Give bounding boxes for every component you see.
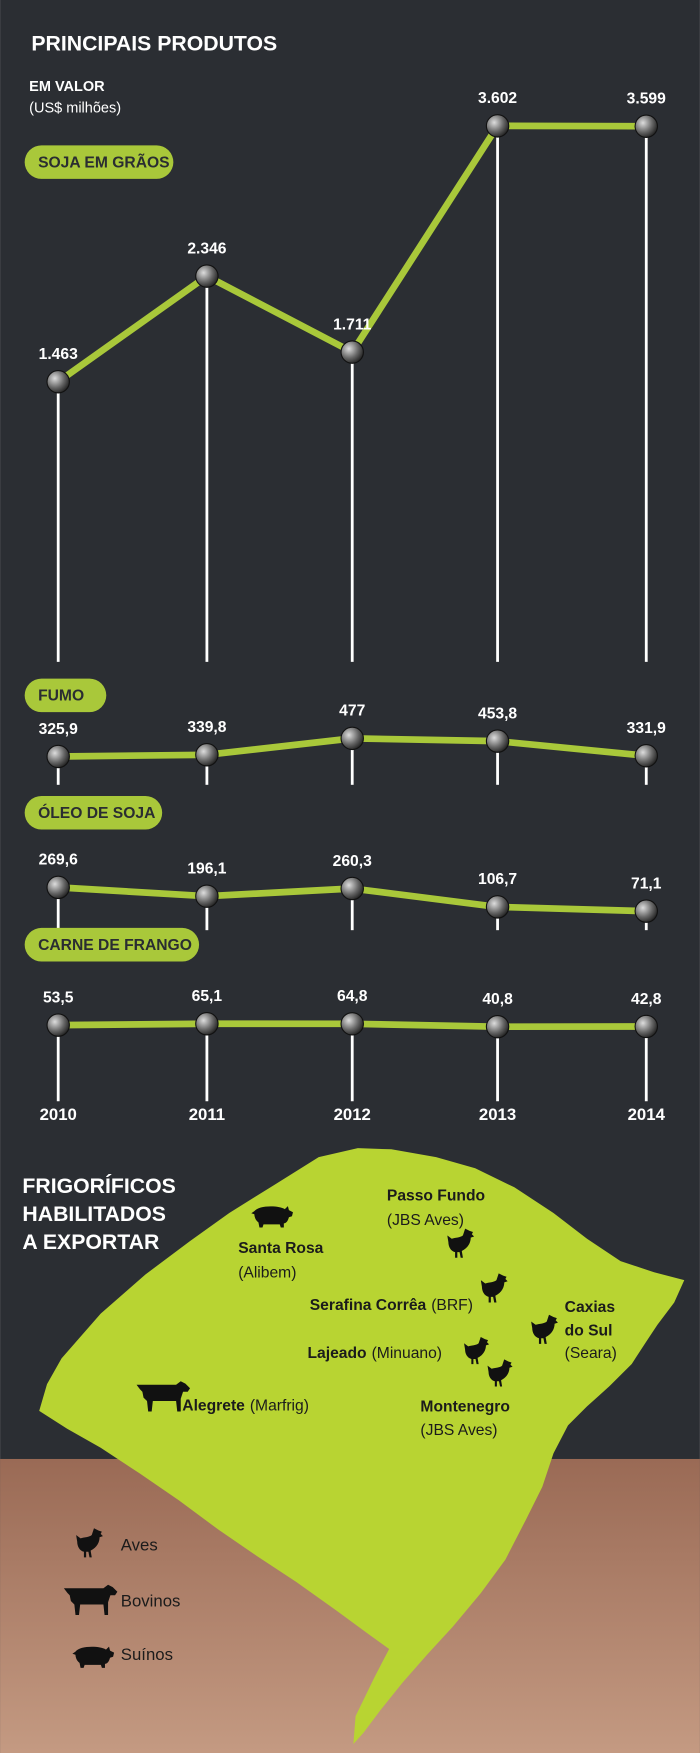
subtitle: EM VALOR (29, 79, 105, 95)
series-label: SOJA EM GRÃOS (38, 151, 170, 171)
city-name: Alegrete (182, 1398, 245, 1415)
value-label: 453,8 (478, 705, 517, 722)
x-tick-label: 2010 (40, 1105, 77, 1124)
map-title: FRIGORÍFICOS HABILITADOS A EXPORTAR (22, 1173, 175, 1254)
series-pill (24, 927, 200, 962)
value-label: 269,6 (39, 852, 78, 869)
legend-label: Suínos (121, 1645, 173, 1664)
point (485, 895, 510, 919)
series-label: ÓLEO DE SOJA (38, 803, 155, 822)
value-label: 2.346 (187, 240, 226, 257)
line-charts: SOJA EM GRÃOS 1.463 2.346 1.711 3.602 3.599 FU… (24, 90, 666, 1124)
unit: (US$ milhões) (29, 100, 121, 116)
city-name: Montenegro (420, 1399, 509, 1416)
city-label: Lajeado (Minuano) (308, 1343, 443, 1363)
point (485, 1014, 510, 1039)
x-tick-label: 2013 (479, 1105, 516, 1124)
city-name: Serafina Corrêa (310, 1297, 427, 1314)
city-company: (JBS Aves) (420, 1422, 497, 1439)
map-title-line: FRIGORÍFICOS (22, 1173, 175, 1198)
value-label: 196,1 (187, 861, 226, 878)
point (46, 1013, 70, 1037)
value-label: 71,1 (631, 875, 662, 892)
point (634, 899, 659, 923)
point (485, 114, 510, 138)
x-tick-label: 2011 (189, 1105, 225, 1124)
point (46, 875, 70, 900)
point (340, 876, 364, 901)
series-pill (24, 796, 163, 830)
point (634, 114, 659, 138)
city-label: Serafina Corrêa (BRF) (310, 1295, 473, 1315)
city-company: (BRF) (431, 1297, 473, 1314)
series-label: FUMO (38, 688, 84, 705)
city-name: Passo Fundo (387, 1187, 485, 1204)
point (634, 744, 659, 768)
value-label: 3.599 (627, 91, 666, 108)
city-name: Lajeado (308, 1345, 367, 1362)
map-title-line: A EXPORTAR (22, 1230, 159, 1254)
value-label: 65,1 (192, 988, 223, 1005)
city-name: Caxias (565, 1299, 616, 1316)
series-label: CARNE DE FRANGO (38, 937, 192, 954)
x-tick-label: 2014 (628, 1105, 666, 1124)
map-title-line: HABILITADOS (22, 1202, 166, 1226)
point (195, 884, 219, 908)
city-company: (Alibem) (238, 1265, 296, 1282)
value-label: 3.602 (478, 90, 517, 107)
city-name: do Sul (565, 1323, 613, 1340)
point (340, 726, 364, 751)
value-label: 1.463 (39, 346, 78, 363)
series-pill (24, 678, 107, 713)
value-label: 1.711 (333, 316, 372, 333)
point (195, 1012, 219, 1036)
city-name: Santa Rosa (238, 1240, 323, 1257)
value-label: 477 (339, 703, 365, 720)
chart-title: PRINCIPAIS PRODUTOS (31, 31, 277, 55)
series-pill (24, 145, 174, 179)
legend-label: Bovinos (121, 1591, 181, 1610)
point (634, 1014, 659, 1039)
value-label: 331,9 (627, 720, 666, 737)
point (340, 340, 364, 364)
value-label: 260,3 (333, 853, 372, 870)
value-label: 106,7 (478, 871, 517, 888)
city-company: (JBS Aves) (387, 1212, 464, 1229)
map-rs (39, 1148, 685, 1745)
value-label: 325,9 (39, 721, 78, 738)
city-company: (Marfrig) (250, 1398, 309, 1415)
city-company: (Seara) (565, 1345, 617, 1362)
city-company: (Minuano) (372, 1345, 442, 1362)
legend: Aves Bovinos Suínos (63, 1528, 181, 1668)
value-label: 40,8 (482, 991, 513, 1008)
x-tick-label: 2012 (334, 1105, 371, 1124)
point (46, 744, 70, 769)
value-label: 64,8 (337, 988, 368, 1005)
point (340, 1012, 364, 1036)
point (485, 729, 510, 753)
value-label: 42,8 (631, 991, 662, 1008)
value-label: 53,5 (43, 989, 74, 1006)
value-label: 339,8 (187, 719, 226, 736)
point (195, 264, 219, 288)
point (46, 370, 70, 394)
city-label: Alegrete (Marfrig) (182, 1395, 309, 1415)
legend-label: Aves (121, 1536, 158, 1555)
point (195, 743, 219, 767)
